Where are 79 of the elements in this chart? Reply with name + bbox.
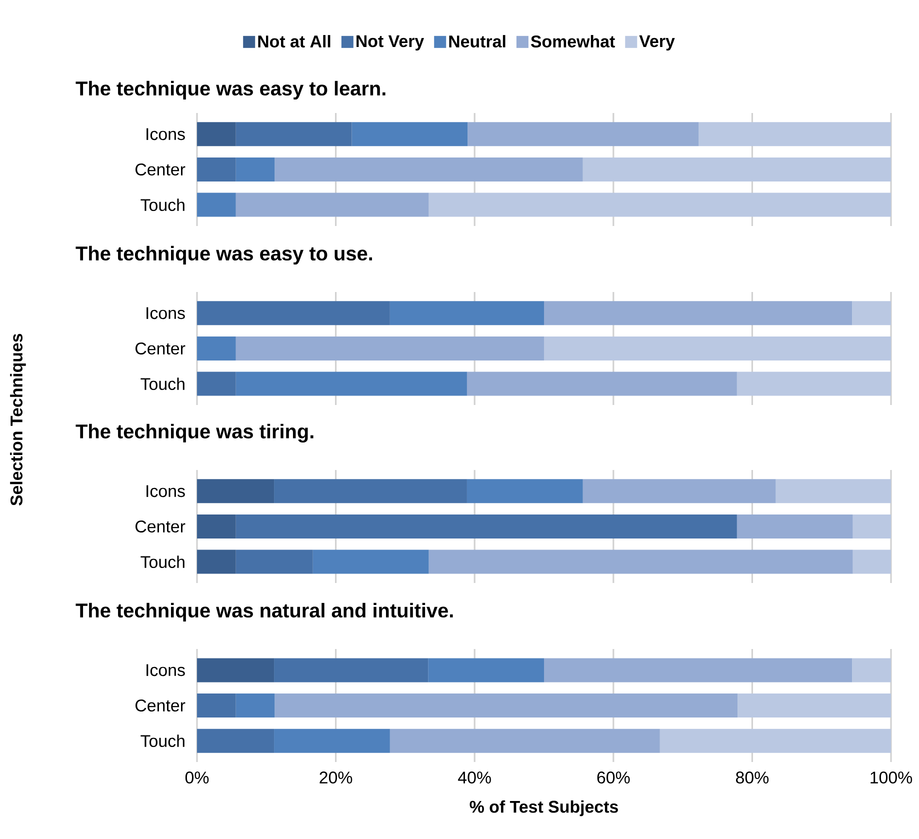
- chart-title: The technique was easy to learn.: [76, 80, 386, 100]
- bar: [544, 301, 852, 326]
- bar: [274, 694, 738, 718]
- x-tick-label: 60%: [597, 772, 630, 784]
- y-tick-label: Center: [136, 700, 186, 712]
- y-tick-label: Touch: [140, 198, 184, 212]
- bar: [236, 157, 275, 182]
- x-tick-label: 20%: [320, 772, 352, 784]
- x-tick-label: 100%: [870, 772, 912, 784]
- bar: [736, 514, 853, 538]
- x-tick-label: 80%: [736, 772, 769, 784]
- y-tick-label: Icons: [146, 664, 185, 676]
- bar: [428, 658, 544, 682]
- chart-title: The technique was natural and intuitive.: [76, 602, 453, 622]
- bar: [236, 550, 313, 574]
- bar: [390, 301, 544, 326]
- bar: [197, 372, 236, 396]
- bar: [236, 122, 352, 146]
- bar: [698, 122, 892, 146]
- bar: [236, 694, 275, 718]
- x-tick-label: 40%: [458, 772, 491, 784]
- bar: [852, 301, 892, 326]
- y-tick-label: Touch: [140, 556, 184, 568]
- bar: [197, 192, 236, 217]
- bar: [736, 372, 892, 396]
- bar: [776, 479, 892, 504]
- bar: [544, 658, 852, 682]
- bar: [274, 157, 583, 182]
- legend-label: Very: [639, 35, 675, 51]
- y-tick-label: Touch: [140, 378, 184, 390]
- legend-label: Not Very: [356, 35, 424, 51]
- bar: [544, 336, 892, 360]
- y-tick-label: Icons: [146, 307, 185, 320]
- bar: [197, 479, 274, 504]
- bar: [466, 372, 737, 396]
- y-tick-label: Icons: [146, 485, 185, 498]
- bar: [236, 192, 429, 217]
- bar: [852, 514, 892, 538]
- y-tick-label: Icons: [146, 128, 185, 140]
- legend-label: Neutral: [449, 35, 506, 48]
- x-axis-title: % of Test Subjects: [470, 800, 618, 816]
- bar: [312, 550, 429, 574]
- bar: [582, 479, 776, 504]
- y-tick-label: Center: [136, 520, 186, 532]
- bar: [197, 694, 236, 718]
- bar: [197, 658, 274, 682]
- legend-label: Somewhat: [530, 35, 615, 48]
- bar: [274, 658, 428, 682]
- bar: [660, 728, 892, 753]
- bar: [197, 550, 236, 574]
- bar: [236, 514, 737, 538]
- y-tick-label: Center: [136, 342, 186, 354]
- bar: [274, 479, 467, 504]
- bar: [428, 550, 853, 574]
- bar: [197, 122, 236, 146]
- chart-title: The technique was tiring.: [76, 424, 314, 442]
- bar: [236, 336, 544, 360]
- bar: [582, 157, 892, 182]
- bar: [852, 550, 892, 574]
- bar: [390, 728, 660, 753]
- bar: [197, 301, 390, 326]
- bar: [738, 694, 892, 718]
- bar: [197, 336, 236, 360]
- bar: [466, 479, 583, 504]
- chart-title: The technique was easy to use.: [76, 246, 372, 265]
- bar: [352, 122, 468, 146]
- legend-label: Not at All: [258, 35, 330, 48]
- bar: [274, 728, 390, 753]
- bar: [197, 728, 274, 753]
- bar: [428, 192, 892, 217]
- bar: [197, 514, 236, 538]
- y-axis-title: Selection Techniques: [10, 334, 26, 506]
- x-tick-label: 0%: [185, 772, 209, 784]
- bar: [197, 157, 236, 182]
- bar: [236, 372, 467, 396]
- bar: [852, 658, 892, 682]
- y-tick-label: Touch: [140, 734, 184, 748]
- bar: [468, 122, 699, 146]
- y-tick-label: Center: [136, 163, 186, 176]
